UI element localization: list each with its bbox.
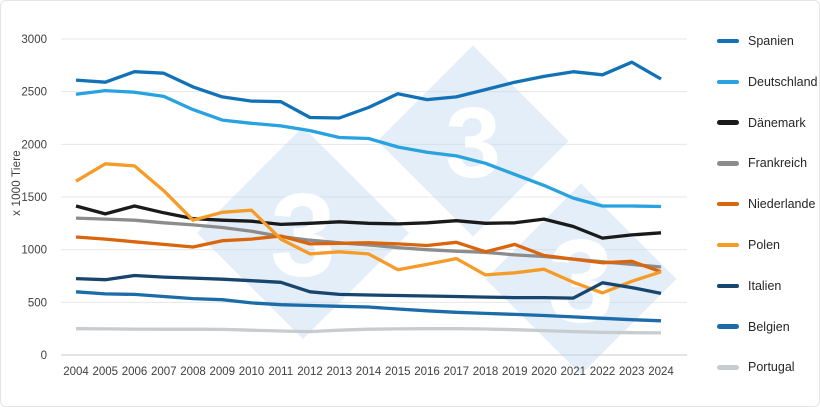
y-axis-title: x 1000 Tiere <box>11 150 23 216</box>
legend-label: Belgien <box>748 319 790 334</box>
legend-swatch <box>717 79 739 85</box>
legend-label: Dänemark <box>748 115 806 130</box>
x-tick-label: 2021 <box>560 366 586 378</box>
legend-label: Frankreich <box>748 156 808 171</box>
legend-label: Italien <box>748 278 782 293</box>
series-line-spanien <box>75 60 662 120</box>
x-tick-label: 2018 <box>473 366 499 378</box>
legend-swatch <box>717 120 739 125</box>
y-tick-label: 0 <box>41 350 47 362</box>
legend-swatch <box>717 365 739 370</box>
legend-swatch <box>717 242 739 248</box>
series-line-deutschland <box>75 88 662 209</box>
legend-swatch <box>717 38 739 44</box>
y-tick-label: 3000 <box>21 34 47 46</box>
series-line-polen <box>75 162 662 295</box>
x-tick-label: 2019 <box>502 366 528 378</box>
legend-item-belgien: Belgien <box>717 314 790 340</box>
x-tick-label: 2017 <box>443 366 469 378</box>
x-tick-label: 2008 <box>180 366 206 378</box>
x-tick-label: 2009 <box>209 366 235 378</box>
legend-swatch <box>717 324 739 329</box>
legend-item-niederlande: Niederlande <box>717 191 815 217</box>
legend-item-dnemark: Dänemark <box>717 110 806 136</box>
legend-label: Portugal <box>748 360 795 375</box>
legend-item-portugal: Portugal <box>717 354 795 380</box>
x-tick-label: 2016 <box>414 366 440 378</box>
y-tick-label: 500 <box>28 297 47 309</box>
y-tick-label: 2500 <box>21 87 47 99</box>
legend-label: Spanien <box>748 34 794 48</box>
legend-label: Niederlande <box>748 197 816 212</box>
x-tick-label: 2014 <box>356 366 382 378</box>
watermark-glyph: 3 <box>445 87 501 199</box>
legend-swatch <box>717 283 739 289</box>
y-tick-label: 1500 <box>21 192 47 204</box>
x-tick-label: 2012 <box>297 366 323 378</box>
series-line-niederlande <box>75 234 662 274</box>
x-tick-label: 2011 <box>268 366 293 378</box>
legend-swatch <box>717 201 739 207</box>
series-line-portugal <box>75 327 662 335</box>
x-tick-label: 2005 <box>92 366 118 378</box>
x-tick-label: 2020 <box>531 366 557 378</box>
x-tick-label: 2007 <box>151 366 177 378</box>
x-tick-label: 2022 <box>590 366 616 378</box>
x-tick-label: 2006 <box>122 366 148 378</box>
legend-item-deutschland: Deutschland <box>717 69 818 95</box>
legend-label: Polen <box>748 238 780 252</box>
series-line-italien <box>75 273 662 300</box>
series-line-dnemark <box>75 204 662 240</box>
y-tick-label: 2000 <box>21 139 47 151</box>
legend-item-frankreich: Frankreich <box>717 150 807 176</box>
legend-item-polen: Polen <box>717 232 780 258</box>
legend-label: Deutschland <box>748 74 818 89</box>
x-tick-label: 2023 <box>619 366 645 378</box>
x-tick-label: 2024 <box>648 366 674 378</box>
x-tick-label: 2015 <box>385 366 411 378</box>
watermark: 333 <box>196 45 677 375</box>
legend-item-italien: Italien <box>717 273 781 299</box>
x-tick-label: 2010 <box>239 366 265 378</box>
legend-swatch <box>717 161 739 166</box>
legend-item-spanien: Spanien <box>717 28 794 54</box>
x-tick-label: 2004 <box>63 366 89 378</box>
x-tick-label: 2013 <box>326 366 352 378</box>
y-tick-label: 1000 <box>21 245 47 257</box>
series-line-belgien <box>75 290 662 323</box>
